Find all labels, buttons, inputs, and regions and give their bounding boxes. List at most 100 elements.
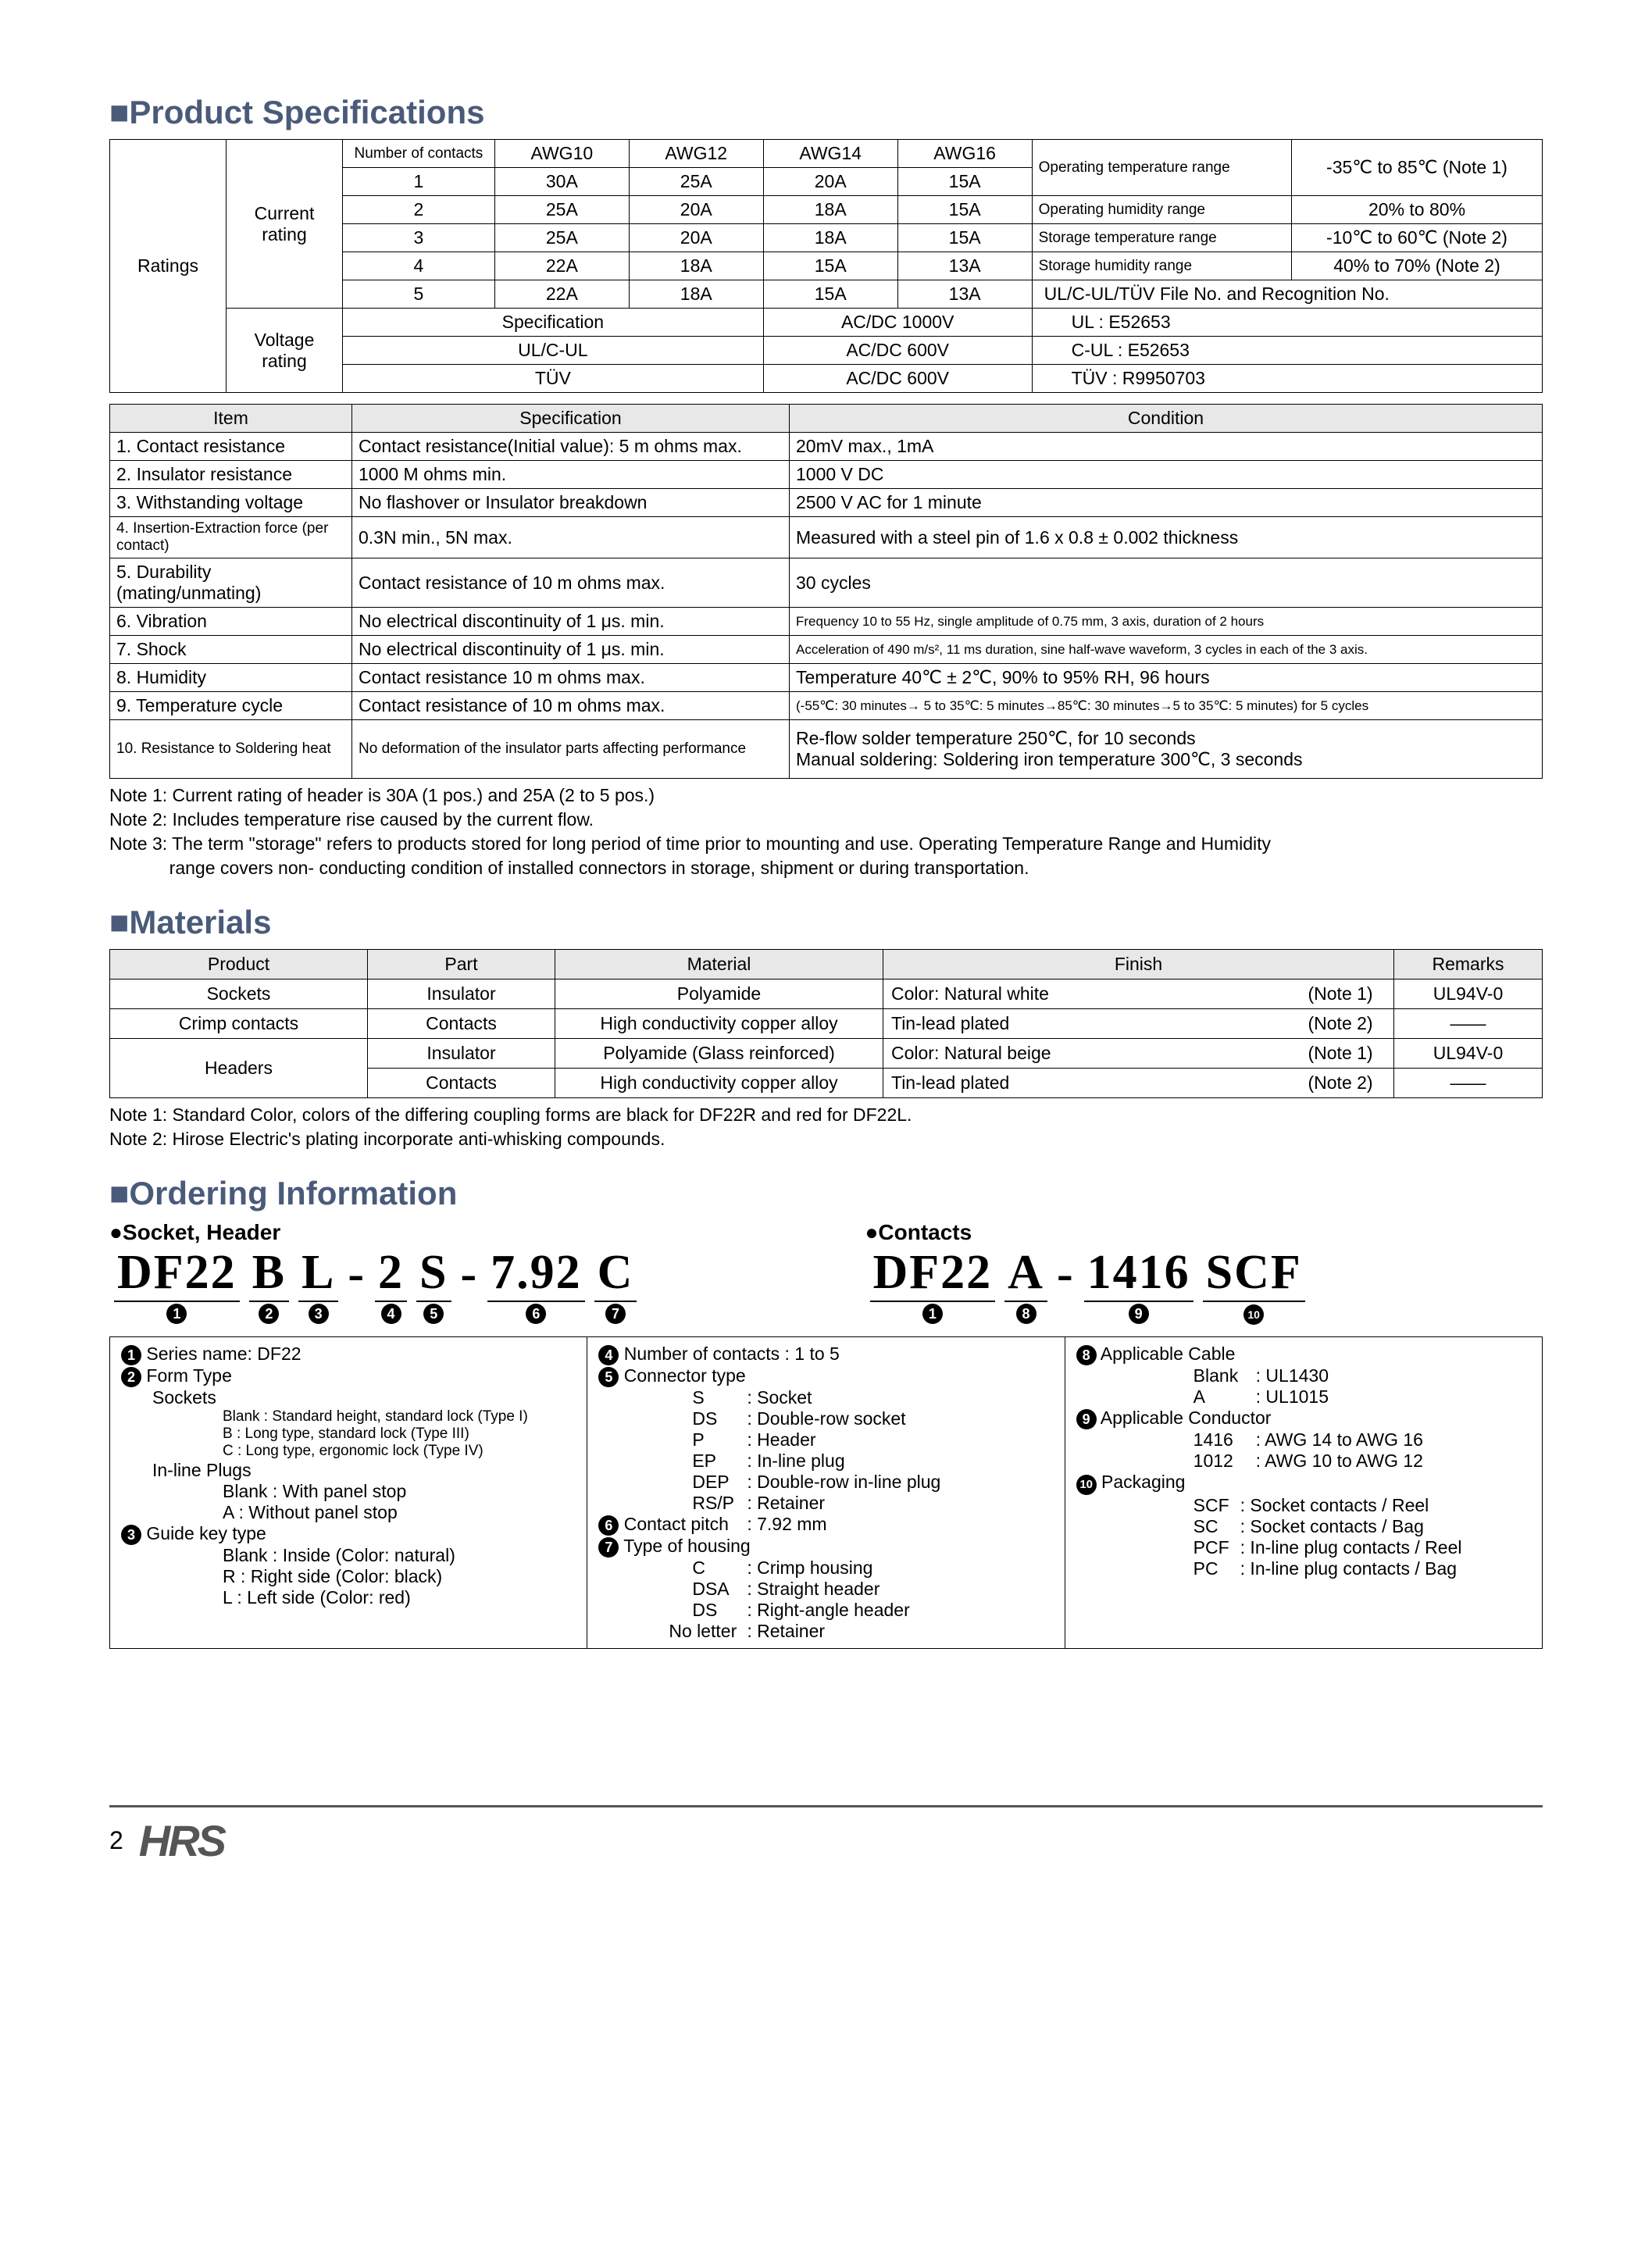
spec-cell: 5. Durability (mating/unmating) bbox=[110, 558, 352, 608]
ord-line: 4 Number of contacts : 1 to 5 bbox=[598, 1343, 1053, 1365]
ordering-socket-header: ●Socket, Header bbox=[109, 1220, 787, 1245]
rating-cell: 20A bbox=[629, 196, 763, 224]
ord-line: RS/P: Retainer bbox=[598, 1493, 1053, 1514]
ord-code-segment: L3 bbox=[298, 1245, 338, 1326]
ord-line: R : Right side (Color: black) bbox=[121, 1566, 576, 1587]
ord-line: EP: In-line plug bbox=[598, 1450, 1053, 1472]
spec-cell: Contact resistance(Initial value): 5 m o… bbox=[352, 433, 790, 461]
stor-temp-val: -10℃ to 60℃ (Note 2) bbox=[1292, 224, 1543, 252]
ord-line: 1012: AWG 10 to AWG 12 bbox=[1076, 1450, 1531, 1472]
spec-head-item: Item bbox=[110, 405, 352, 433]
ordering-contacts: ●Contacts bbox=[865, 1220, 1543, 1245]
spec-cell: 1. Contact resistance bbox=[110, 433, 352, 461]
ordering-details-table: 1 ❶ Series name: DF22Series name: DF22 2… bbox=[109, 1336, 1543, 1649]
mat-head: Material bbox=[555, 950, 883, 979]
ord-code-segment: A8 bbox=[1004, 1245, 1047, 1326]
rating-cell: 15A bbox=[897, 168, 1032, 196]
spec-cell: 3. Withstanding voltage bbox=[110, 489, 352, 517]
mat-cell: Polyamide bbox=[555, 979, 883, 1009]
ord-line: 6 Contact pitch: 7.92 mm bbox=[598, 1514, 1053, 1536]
ord-line: L : Left side (Color: red) bbox=[121, 1587, 576, 1608]
mat-cell: Tin-lead plated bbox=[883, 1069, 1301, 1098]
ord-code-segment: DF221 bbox=[114, 1245, 240, 1326]
spec-cell: Contact resistance of 10 m ohms max. bbox=[352, 558, 790, 608]
mat-head: Product bbox=[110, 950, 368, 979]
volt-cert: UL : E52653 bbox=[1032, 309, 1542, 337]
ordering-left-code: DF221B2L3-24S5-7.926C7 bbox=[109, 1245, 787, 1326]
mat-cell: UL94V-0 bbox=[1394, 1039, 1543, 1069]
ratings-table: Ratings Current rating Number of contact… bbox=[109, 139, 1543, 393]
ord-line: SCF: Socket contacts / Reel bbox=[1076, 1495, 1531, 1516]
ordering-right-code: DF221A8-14169SCF10 bbox=[865, 1245, 1543, 1326]
ord-code-segment: 24 bbox=[375, 1245, 407, 1326]
rating-cell: 18A bbox=[629, 280, 763, 309]
stor-hum-val: 40% to 70% (Note 2) bbox=[1292, 252, 1543, 280]
mat-cell: —— bbox=[1394, 1009, 1543, 1039]
oper-temp-label: Operating temperature range bbox=[1032, 140, 1291, 196]
volt-val: AC/DC 600V bbox=[763, 365, 1032, 393]
footer: 2 HRS bbox=[109, 1805, 1543, 1866]
ord-code-segment: DF221 bbox=[870, 1245, 996, 1326]
mat-head: Remarks bbox=[1394, 950, 1543, 979]
ord-code-segment: - bbox=[461, 1247, 479, 1326]
mat-cell: (Note 2) bbox=[1301, 1009, 1394, 1039]
spec-cell: (-55℃: 30 minutes→ 5 to 35℃: 5 minutes→8… bbox=[790, 692, 1543, 720]
spec-cell: Temperature 40℃ ± 2℃, 90% to 95% RH, 96 … bbox=[790, 664, 1543, 692]
volt-cert: C-UL : E52653 bbox=[1032, 337, 1542, 365]
rating-cell: 25A bbox=[629, 168, 763, 196]
mat-cell: Color: Natural beige bbox=[883, 1039, 1301, 1069]
ord-line: DSA: Straight header bbox=[598, 1579, 1053, 1600]
mat-cell: Color: Natural white bbox=[883, 979, 1301, 1009]
rating-cell: 22A bbox=[494, 252, 629, 280]
section-title-materials: ■Materials bbox=[109, 904, 1543, 941]
oper-hum-val: 20% to 80% bbox=[1292, 196, 1543, 224]
spec-items-table: Item Specification Condition 1. Contact … bbox=[109, 404, 1543, 779]
voltage-rating-label: Voltage rating bbox=[227, 309, 343, 393]
notes-block-1: Note 1: Current rating of header is 30A … bbox=[109, 783, 1543, 880]
mat-cell: Sockets bbox=[110, 979, 368, 1009]
spec-cell: 10. Resistance to Soldering heat bbox=[110, 720, 352, 779]
mat-cell: Insulator bbox=[368, 979, 555, 1009]
spec-cell: 8. Humidity bbox=[110, 664, 352, 692]
spec-cell: 2500 V AC for 1 minute bbox=[790, 489, 1543, 517]
rating-cell: 4 bbox=[343, 252, 495, 280]
volt-spec: UL/C-UL bbox=[343, 337, 764, 365]
ord-line: 2 Form Type bbox=[121, 1365, 576, 1387]
oper-temp-val: -35℃ to 85℃ (Note 1) bbox=[1292, 140, 1543, 196]
spec-cell: Acceleration of 490 m/s², 11 ms duration… bbox=[790, 636, 1543, 664]
spec-cell: 7. Shock bbox=[110, 636, 352, 664]
page-number: 2 bbox=[109, 1826, 123, 1855]
ord-code-segment: S5 bbox=[416, 1245, 451, 1326]
rating-cell: 2 bbox=[343, 196, 495, 224]
ord-line: In-line Plugs bbox=[121, 1460, 576, 1481]
note-line: Note 3: The term "storage" refers to pro… bbox=[109, 832, 1543, 856]
ord-code-segment: 14169 bbox=[1084, 1245, 1194, 1326]
spec-cell: No deformation of the insulator parts af… bbox=[352, 720, 790, 779]
volt-spec: Specification bbox=[343, 309, 764, 337]
ord-line: DS: Right-angle header bbox=[598, 1600, 1053, 1621]
section-title-ordering: ■Ordering Information bbox=[109, 1175, 1543, 1212]
awg-col: AWG10 bbox=[494, 140, 629, 168]
rating-cell: 3 bbox=[343, 224, 495, 252]
section-title-specs: ■Product Specifications bbox=[109, 94, 1543, 131]
mat-cell: —— bbox=[1394, 1069, 1543, 1098]
ord-line: 10 Packaging bbox=[1076, 1472, 1531, 1495]
rating-cell: 1 bbox=[343, 168, 495, 196]
mat-cell: (Note 1) bbox=[1301, 979, 1394, 1009]
ord-line: No letter: Retainer bbox=[598, 1621, 1053, 1642]
ord-line: Blank : Inside (Color: natural) bbox=[121, 1545, 576, 1566]
spec-head-cond: Condition bbox=[790, 405, 1543, 433]
ord-line: DS: Double-row socket bbox=[598, 1408, 1053, 1429]
ord-code-segment: B2 bbox=[249, 1245, 289, 1326]
note-line: range covers non- conducting condition o… bbox=[109, 856, 1543, 880]
ord-line: 5 Connector type bbox=[598, 1365, 1053, 1387]
spec-cell: 2. Insulator resistance bbox=[110, 461, 352, 489]
spec-cell: 30 cycles bbox=[790, 558, 1543, 608]
rating-cell: 25A bbox=[494, 224, 629, 252]
ord-line: C: Crimp housing bbox=[598, 1558, 1053, 1579]
ord-line: C : Long type, ergonomic lock (Type IV) bbox=[121, 1443, 576, 1460]
ord-line: 8 Applicable Cable bbox=[1076, 1343, 1531, 1365]
ratings-label: Ratings bbox=[110, 140, 227, 393]
mat-cell: Headers bbox=[110, 1039, 368, 1098]
ul-line: UL/C-UL/TÜV File No. and Recognition No. bbox=[1032, 280, 1542, 309]
